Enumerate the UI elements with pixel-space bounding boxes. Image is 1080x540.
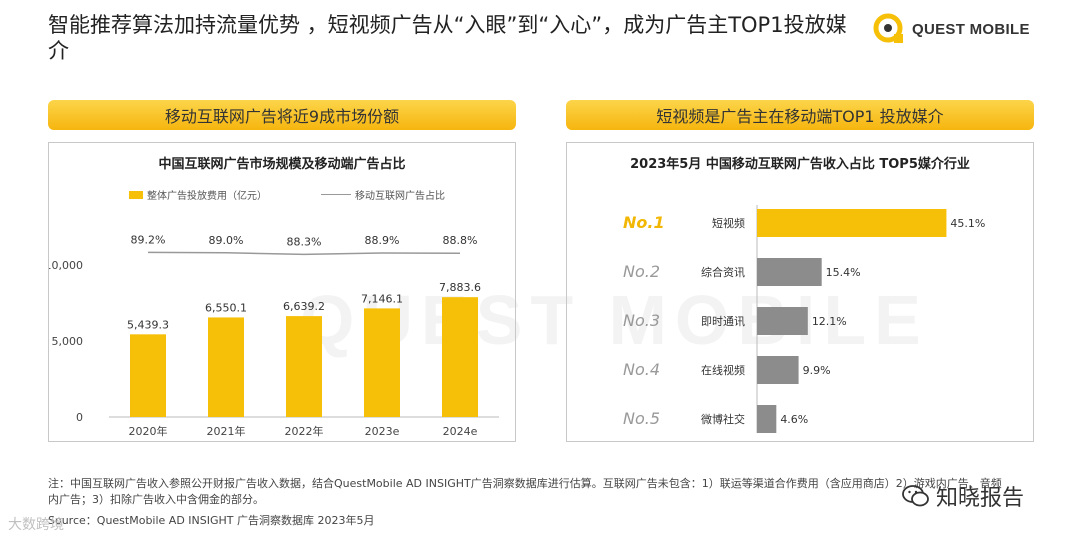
bar-2024e xyxy=(442,297,478,417)
legend-bar-label: 整体广告投放费用（亿元） xyxy=(147,191,267,202)
bar-2023e xyxy=(364,308,400,417)
hbar-在线视频 xyxy=(757,356,799,384)
legend-line-swatch xyxy=(321,193,351,196)
footnote: 注：中国互联网广告收入参照公开财报广告收入数据，结合QuestMobile AD… xyxy=(48,477,1002,506)
right-chart-title: 2023年5月 中国移动互联网广告收入占比 TOP5媒介行业 xyxy=(630,157,970,172)
rank-label: No.3 xyxy=(623,311,660,330)
bar-value-label: 7,146.1 xyxy=(361,292,403,305)
left-section-banner: 移动互联网广告将近9成市场份额 xyxy=(48,100,516,130)
bar-2020年 xyxy=(130,334,166,417)
source-line: Source：QuestMobile AD INSIGHT 广告洞察数据库 20… xyxy=(48,514,375,527)
quest-mobile-logo-icon xyxy=(872,12,906,46)
bar-value-label: 5,439.3 xyxy=(127,318,169,331)
bar-value-label: 6,550.1 xyxy=(205,301,247,314)
left-chart-title: 中国互联网广告市场规模及移动端广告占比 xyxy=(158,157,406,172)
category-label: 短视频 xyxy=(712,216,745,230)
hbar-value-label: 9.9% xyxy=(803,364,831,377)
x-tick-label: 2022年 xyxy=(285,424,324,438)
hbar-value-label: 12.1% xyxy=(812,315,847,328)
share-series-line xyxy=(147,251,461,256)
share-data-label: 89.2% xyxy=(131,233,166,246)
hbar-综合资讯 xyxy=(757,258,822,286)
category-label: 微博社交 xyxy=(701,412,745,426)
right-section-banner: 短视频是广告主在移动端TOP1 投放媒介 xyxy=(566,100,1034,130)
market-size-chart-panel: 中国互联网广告市场规模及移动端广告占比 整体广告投放费用（亿元） 移动互联网广告… xyxy=(48,142,516,442)
rank-label: No.4 xyxy=(623,360,660,379)
legend-line-item: 移动互联网广告占比 xyxy=(321,187,445,202)
hbar-value-label: 4.6% xyxy=(780,413,808,426)
legend-bar-swatch xyxy=(129,190,143,199)
brand-logo: QUEST MOBILE xyxy=(872,12,1030,46)
market-size-chart: 0 5,000 10,000 89.2% 89.0% 88.3% 88.9% 88.8% 5,4… xyxy=(49,233,499,438)
bar-2021年 xyxy=(208,317,244,417)
wechat-icon xyxy=(902,485,929,507)
hbar-value-label: 45.1% xyxy=(950,217,985,230)
top5-media-chart: No.1 短视频 45.1% No.2 综合资讯 15.4% No.3 即时通讯 12.1% No… xyxy=(623,205,985,433)
share-data-label: 88.3% xyxy=(287,235,322,248)
bar-value-label: 6,639.2 xyxy=(283,300,325,313)
share-data-label: 89.0% xyxy=(209,234,244,247)
legend-line-label: 移动互联网广告占比 xyxy=(355,191,445,202)
category-label: 在线视频 xyxy=(701,363,745,377)
rank-label: No.1 xyxy=(623,213,665,232)
category-label: 综合资讯 xyxy=(701,265,745,279)
y-tick-label: 5,000 xyxy=(52,335,84,348)
hbar-微博社交 xyxy=(757,405,777,433)
hbar-即时通讯 xyxy=(757,307,808,335)
share-data-label: 88.8% xyxy=(443,234,478,247)
top5-media-chart-panel: 2023年5月 中国移动互联网广告收入占比 TOP5媒介行业 No.1 短视频 45… xyxy=(566,142,1034,442)
rank-label: No.2 xyxy=(623,262,660,281)
y-tick-label: 0 xyxy=(76,411,83,424)
page-title: 智能推荐算法加持流量优势 ，短视频广告从“入眼”到“入心”，成为广告主TOP1投… xyxy=(48,13,847,63)
corner-watermark: 大数跨境 xyxy=(8,517,64,533)
bar-value-label: 7,883.6 xyxy=(439,281,481,294)
rank-label: No.5 xyxy=(623,409,660,428)
wechat-account: 知晓报告 xyxy=(902,480,1024,512)
category-label: 即时通讯 xyxy=(701,315,745,328)
x-tick-label: 2024e xyxy=(443,425,478,438)
x-tick-label: 2023e xyxy=(365,425,400,438)
y-tick-label: 10,000 xyxy=(49,259,83,272)
x-tick-label: 2021年 xyxy=(207,424,246,438)
legend-bar-item: 整体广告投放费用（亿元） xyxy=(129,187,267,202)
share-data-label: 88.9% xyxy=(365,234,400,247)
hbar-短视频 xyxy=(757,209,947,237)
hbar-value-label: 15.4% xyxy=(826,266,861,279)
wechat-label: 知晓报告 xyxy=(936,486,1025,511)
x-tick-label: 2020年 xyxy=(129,424,168,438)
bar-2022年 xyxy=(286,316,322,417)
logo-text: QUEST MOBILE xyxy=(912,20,1030,38)
